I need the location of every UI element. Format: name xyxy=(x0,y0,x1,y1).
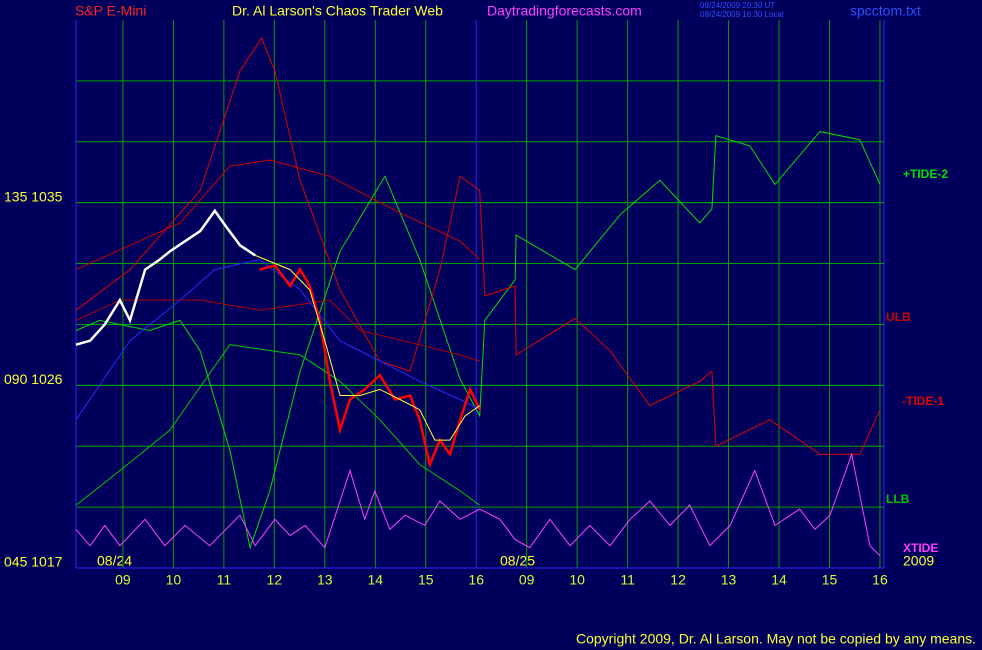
y-tick-label: 135 1035 xyxy=(4,188,63,204)
series-line xyxy=(259,264,481,469)
series-line xyxy=(75,344,480,506)
x-tick-label: 09 xyxy=(519,572,535,588)
x-tick-label: 15 xyxy=(418,572,434,588)
x-tick-label: 11 xyxy=(217,572,232,588)
timestamp: 08/24/2009 16:30 Local xyxy=(700,10,784,19)
series-line xyxy=(255,254,480,441)
chart-title: Dr. Al Larson's Chaos Trader Web xyxy=(232,3,443,19)
date-annotation: 08/24 xyxy=(97,553,132,569)
x-tick-label: 15 xyxy=(822,572,838,588)
series-line xyxy=(75,258,480,421)
timestamp: 08/24/2009 20:30 UT xyxy=(700,1,775,10)
x-tick-label: 13 xyxy=(317,572,333,588)
x-tick-label: 10 xyxy=(569,572,585,588)
y-tick-label: 090 1026 xyxy=(4,371,63,387)
series-label: +TIDE-2 xyxy=(903,167,948,181)
date-annotation: 2009 xyxy=(903,553,934,569)
x-tick-label: 11 xyxy=(620,572,635,588)
y-tick-label: 045 1017 xyxy=(4,554,63,570)
series-line xyxy=(75,299,480,362)
symbol: S&P E-Mini xyxy=(75,3,146,19)
website: Daytradingforecasts.com xyxy=(487,3,642,19)
x-tick-label: 12 xyxy=(670,572,686,588)
file-name: spcctom.txt xyxy=(850,3,921,19)
x-tick-label: 16 xyxy=(872,572,888,588)
x-tick-label: 16 xyxy=(468,572,484,588)
x-tick-label: 13 xyxy=(721,572,737,588)
copyright: Copyright 2009, Dr. Al Larson. May not b… xyxy=(576,631,976,647)
x-tick-label: 09 xyxy=(115,572,131,588)
x-tick-label: 10 xyxy=(166,572,182,588)
series-label: -TIDE-1 xyxy=(902,394,944,408)
series-label: LLB xyxy=(886,492,910,506)
series-line xyxy=(75,159,481,271)
series-label: ULB xyxy=(886,310,911,324)
series-line xyxy=(75,131,881,550)
x-tick-label: 14 xyxy=(771,572,787,588)
x-tick-label: 14 xyxy=(367,572,383,588)
series-label: XTIDE xyxy=(903,541,938,555)
series-line xyxy=(75,37,881,455)
date-annotation: 08/25 xyxy=(500,553,535,569)
x-tick-label: 12 xyxy=(267,572,283,588)
series-line xyxy=(75,208,256,346)
series-line xyxy=(75,452,881,557)
